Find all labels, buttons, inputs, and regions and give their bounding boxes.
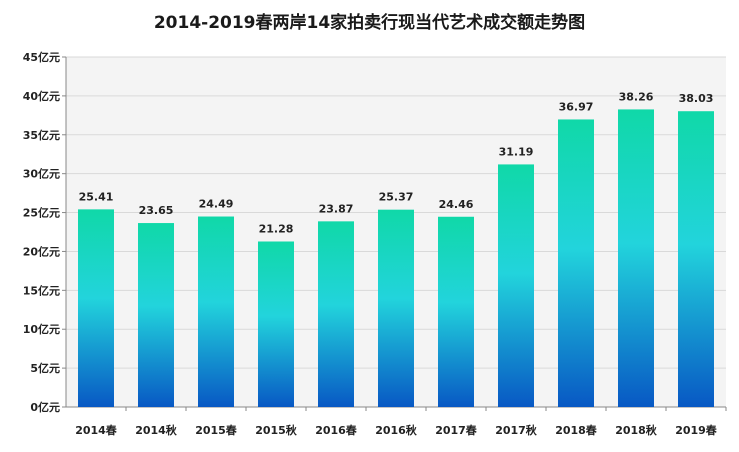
bar — [618, 109, 654, 407]
data-label: 24.46 — [439, 198, 474, 211]
y-tick-label: 5亿元 — [30, 361, 60, 375]
bar — [198, 216, 234, 407]
data-label: 21.28 — [259, 222, 294, 235]
data-label: 23.65 — [139, 204, 174, 217]
data-label: 38.03 — [679, 92, 714, 105]
data-label: 25.41 — [79, 190, 114, 203]
bar — [678, 111, 714, 407]
bar — [258, 241, 294, 407]
x-tick-label: 2019春 — [675, 423, 718, 437]
data-label: 25.37 — [379, 191, 414, 204]
bar — [438, 216, 474, 407]
bar — [378, 209, 414, 407]
y-tick-label: 20亿元 — [23, 244, 60, 258]
x-tick-label: 2014春 — [75, 423, 118, 437]
x-tick-label: 2018秋 — [615, 423, 658, 437]
y-tick-label: 30亿元 — [23, 167, 60, 181]
data-label: 38.26 — [619, 90, 654, 103]
x-tick-label: 2014秋 — [135, 423, 178, 437]
data-label: 24.49 — [199, 198, 234, 211]
y-tick-label: 15亿元 — [23, 283, 60, 297]
y-tick-label: 35亿元 — [23, 128, 60, 142]
x-tick-label: 2016秋 — [375, 423, 418, 437]
x-tick-label: 2016春 — [315, 423, 358, 437]
bar — [558, 119, 594, 407]
x-tick-label: 2015春 — [195, 423, 238, 437]
x-tick-label: 2017春 — [435, 423, 478, 437]
bar — [138, 223, 174, 407]
bar — [498, 164, 534, 407]
x-tick-label: 2017秋 — [495, 423, 538, 437]
bar — [318, 221, 354, 407]
y-tick-label: 25亿元 — [23, 206, 60, 220]
data-label: 31.19 — [499, 145, 534, 158]
y-tick-label: 0亿元 — [30, 400, 60, 414]
data-label: 36.97 — [559, 100, 594, 113]
y-tick-label: 40亿元 — [23, 89, 60, 103]
bar — [78, 209, 114, 407]
chart-title: 2014-2019春两岸14家拍卖行现当代艺术成交额走势图 — [153, 13, 586, 33]
y-tick-label: 45亿元 — [23, 50, 60, 64]
x-tick-label: 2015秋 — [255, 423, 298, 437]
data-label: 23.87 — [319, 202, 354, 215]
y-tick-label: 10亿元 — [23, 322, 60, 336]
x-tick-label: 2018春 — [555, 423, 598, 437]
